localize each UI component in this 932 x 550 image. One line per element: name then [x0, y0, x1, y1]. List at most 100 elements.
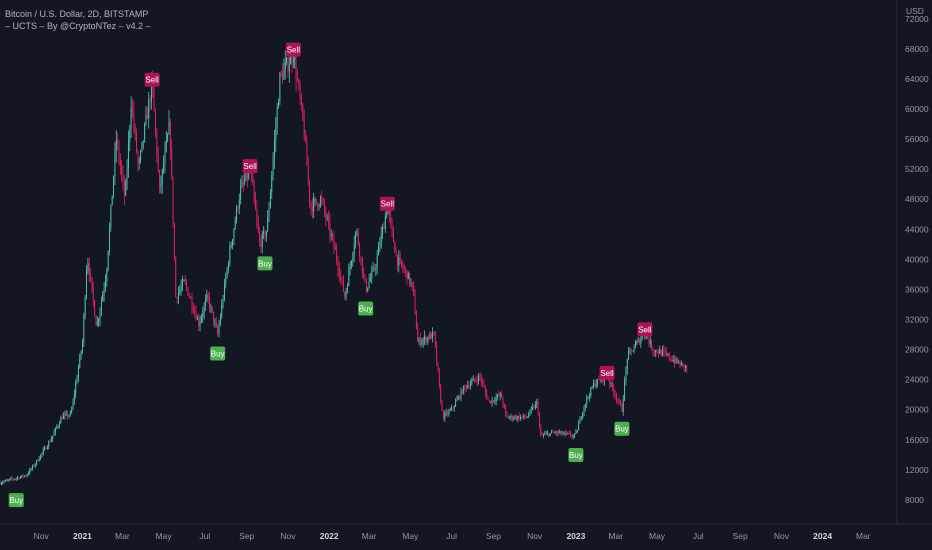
candle: [154, 108, 156, 138]
candle: [405, 266, 407, 278]
candle: [77, 364, 79, 383]
candle: [491, 396, 493, 407]
price-axis[interactable]: USD 8000 12000 16000 20000 24000 28000 32000 360…: [905, 6, 929, 505]
candle: [218, 319, 220, 338]
candle: [418, 336, 420, 346]
sell-signal-label[interactable]: Sell: [379, 196, 395, 211]
candle: [461, 388, 463, 395]
candle: [676, 357, 678, 364]
time-tick-label: Mar: [608, 531, 623, 541]
buy-signal-label[interactable]: Buy: [210, 346, 226, 361]
sell-signal-label[interactable]: Sell: [242, 159, 258, 174]
candle: [551, 429, 553, 434]
candle: [286, 56, 288, 66]
candle: [510, 413, 512, 421]
candle: [582, 411, 584, 420]
candle: [333, 230, 335, 255]
candle: [102, 291, 104, 302]
candle: [382, 223, 384, 240]
candle: [169, 118, 171, 161]
candle: [414, 289, 416, 316]
candle: [50, 435, 52, 443]
candle: [356, 228, 358, 237]
candle: [498, 390, 500, 398]
candle: [44, 445, 46, 451]
candle: [283, 58, 285, 80]
candle: [486, 388, 488, 400]
candle: [415, 310, 417, 330]
candle: [407, 271, 409, 280]
buy-signal-label[interactable]: Buy: [614, 421, 630, 436]
candle: [448, 408, 450, 417]
sell-signal-label[interactable]: Sell: [144, 72, 160, 87]
candle: [213, 311, 215, 326]
candle: [172, 176, 174, 229]
candle: [655, 349, 657, 358]
candle: [221, 299, 223, 319]
candle: [367, 287, 369, 293]
time-axis[interactable]: Nov 2021 Mar May Jul Sep Nov 2022 Mar May Jul Sep No…: [34, 531, 871, 541]
candle: [409, 272, 411, 288]
candle: [428, 334, 430, 343]
candle: [13, 478, 14, 482]
candle: [479, 372, 481, 381]
candle: [49, 438, 51, 443]
candle: [98, 317, 100, 328]
candle: [609, 378, 611, 389]
candle: [346, 282, 348, 294]
candle: [684, 364, 686, 372]
candle: [583, 405, 585, 417]
candle: [186, 278, 188, 292]
candle: [570, 430, 571, 438]
candle: [442, 409, 444, 421]
candle: [513, 416, 515, 421]
candle: [173, 222, 175, 261]
sell-signal-label[interactable]: Sell: [637, 322, 653, 337]
candle: [45, 446, 47, 450]
candle: [214, 317, 216, 328]
candle: [203, 301, 205, 320]
candle: [659, 345, 661, 354]
candle: [133, 101, 135, 134]
candle: [616, 392, 617, 404]
candle: [411, 282, 413, 291]
candle: [399, 251, 401, 265]
candle: [369, 273, 371, 283]
candle: [72, 398, 74, 411]
candle: [282, 63, 284, 84]
candle: [267, 210, 269, 233]
candle: [175, 256, 177, 298]
candle: [465, 384, 467, 392]
candle: [84, 294, 86, 320]
candle: [529, 409, 531, 416]
indicator-name[interactable]: – UCTS – By @CryptoNTez – v4.2 –: [5, 21, 151, 31]
signal-text: Sell: [243, 162, 257, 171]
buy-signal-label[interactable]: Buy: [568, 448, 584, 463]
candle: [402, 260, 404, 273]
candle: [663, 344, 665, 357]
candle: [25, 474, 27, 477]
candle: [292, 55, 294, 68]
candle: [660, 348, 662, 357]
buy-signal-label[interactable]: Buy: [358, 301, 374, 316]
sell-signal-label[interactable]: Sell: [599, 365, 615, 380]
time-tick-label: Nov: [280, 531, 296, 541]
candle: [180, 279, 182, 296]
candle: [509, 415, 511, 420]
candle: [478, 373, 480, 385]
candle: [69, 410, 71, 417]
candle: [638, 337, 640, 346]
symbol-title[interactable]: Bitcoin / U.S. Dollar, 2D, BITSTAMP: [5, 9, 149, 19]
buy-signal-label[interactable]: Buy: [257, 256, 273, 271]
candle: [384, 211, 386, 233]
candle: [109, 222, 110, 256]
candle: [3, 479, 5, 484]
candle: [675, 356, 677, 364]
buy-signal-label[interactable]: Buy: [8, 493, 24, 508]
candle: [338, 261, 340, 282]
candle: [196, 315, 198, 320]
candle: [205, 294, 206, 311]
sell-signal-label[interactable]: Sell: [285, 42, 301, 57]
candle: [445, 408, 447, 417]
